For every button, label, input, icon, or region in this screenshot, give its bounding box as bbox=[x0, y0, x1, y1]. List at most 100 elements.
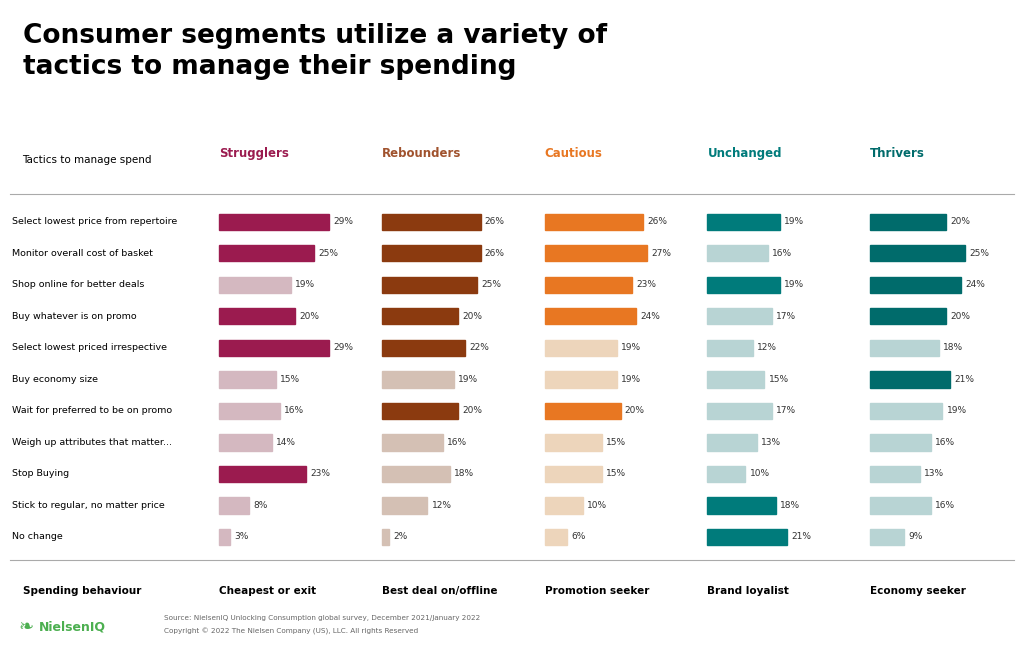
Bar bbox=[708, 214, 779, 230]
Bar bbox=[545, 214, 643, 230]
Text: 26%: 26% bbox=[484, 217, 505, 226]
Text: 15%: 15% bbox=[605, 438, 626, 447]
Text: 10%: 10% bbox=[750, 470, 770, 478]
Bar bbox=[219, 214, 329, 230]
Text: 18%: 18% bbox=[455, 470, 474, 478]
Bar bbox=[382, 245, 480, 262]
Text: Promotion seeker: Promotion seeker bbox=[545, 585, 649, 596]
Bar bbox=[545, 434, 601, 451]
Bar bbox=[382, 497, 427, 513]
Bar bbox=[708, 497, 776, 513]
Text: 19%: 19% bbox=[621, 343, 641, 353]
Bar bbox=[382, 403, 458, 419]
Bar bbox=[382, 466, 451, 482]
Text: 16%: 16% bbox=[446, 438, 467, 447]
Text: 13%: 13% bbox=[924, 470, 944, 478]
Text: 18%: 18% bbox=[943, 343, 963, 353]
Text: 21%: 21% bbox=[954, 375, 974, 384]
Text: 25%: 25% bbox=[318, 249, 338, 258]
Text: 26%: 26% bbox=[484, 249, 505, 258]
Text: Shop online for better deals: Shop online for better deals bbox=[12, 281, 144, 289]
Text: 29%: 29% bbox=[333, 217, 353, 226]
Text: Consumer segments utilize a variety of
tactics to manage their spending: Consumer segments utilize a variety of t… bbox=[23, 23, 606, 80]
Bar bbox=[545, 466, 601, 482]
Bar bbox=[545, 403, 621, 419]
Bar bbox=[219, 277, 291, 293]
Text: No change: No change bbox=[12, 532, 63, 542]
Bar bbox=[382, 528, 389, 545]
Text: 20%: 20% bbox=[462, 312, 482, 321]
Text: Stop Buying: Stop Buying bbox=[12, 470, 70, 478]
Bar bbox=[219, 497, 250, 513]
Text: 19%: 19% bbox=[295, 281, 315, 289]
Text: 15%: 15% bbox=[768, 375, 788, 384]
Text: Wait for preferred to be on promo: Wait for preferred to be on promo bbox=[12, 406, 172, 415]
Bar bbox=[870, 434, 931, 451]
Text: 9%: 9% bbox=[908, 532, 923, 542]
Text: Buy economy size: Buy economy size bbox=[12, 375, 98, 384]
Text: 26%: 26% bbox=[647, 217, 668, 226]
Text: Select lowest price from repertoire: Select lowest price from repertoire bbox=[12, 217, 177, 226]
Text: 16%: 16% bbox=[772, 249, 793, 258]
Text: Brand loyalist: Brand loyalist bbox=[708, 585, 790, 596]
Bar bbox=[708, 434, 757, 451]
Text: Rebounders: Rebounders bbox=[382, 147, 461, 160]
Text: 12%: 12% bbox=[757, 343, 777, 353]
Text: 24%: 24% bbox=[640, 312, 659, 321]
Text: 19%: 19% bbox=[946, 406, 967, 415]
Bar bbox=[545, 308, 636, 324]
Text: NielsenIQ: NielsenIQ bbox=[39, 620, 105, 633]
Bar bbox=[708, 339, 753, 356]
Text: Monitor overall cost of basket: Monitor overall cost of basket bbox=[12, 249, 154, 258]
Text: ❧: ❧ bbox=[18, 617, 34, 636]
Bar bbox=[870, 528, 904, 545]
Bar bbox=[219, 339, 329, 356]
Text: Unchanged: Unchanged bbox=[708, 147, 782, 160]
Bar bbox=[708, 403, 772, 419]
Bar bbox=[545, 339, 616, 356]
Bar bbox=[382, 308, 458, 324]
Text: 25%: 25% bbox=[970, 249, 989, 258]
Bar bbox=[545, 528, 567, 545]
Text: 20%: 20% bbox=[625, 406, 645, 415]
Bar bbox=[382, 339, 465, 356]
Bar bbox=[219, 308, 295, 324]
Text: 16%: 16% bbox=[284, 406, 304, 415]
Text: 23%: 23% bbox=[310, 470, 331, 478]
Bar bbox=[708, 277, 779, 293]
Text: 19%: 19% bbox=[458, 375, 478, 384]
Bar bbox=[708, 245, 768, 262]
Bar bbox=[382, 371, 454, 388]
Text: 21%: 21% bbox=[792, 532, 811, 542]
Bar bbox=[870, 371, 950, 388]
Text: 15%: 15% bbox=[605, 470, 626, 478]
Bar bbox=[219, 434, 272, 451]
Text: 27%: 27% bbox=[651, 249, 672, 258]
Bar bbox=[708, 466, 745, 482]
Text: 20%: 20% bbox=[950, 312, 971, 321]
Bar bbox=[219, 528, 230, 545]
Bar bbox=[545, 277, 632, 293]
Bar bbox=[870, 308, 946, 324]
Text: 25%: 25% bbox=[481, 281, 501, 289]
Bar bbox=[870, 214, 946, 230]
Text: 24%: 24% bbox=[966, 281, 985, 289]
Text: 17%: 17% bbox=[776, 312, 797, 321]
Text: Strugglers: Strugglers bbox=[219, 147, 289, 160]
Bar bbox=[219, 371, 275, 388]
Text: Copyright © 2022 The Nielsen Company (US), LLC. All rights Reserved: Copyright © 2022 The Nielsen Company (US… bbox=[164, 628, 418, 635]
Bar bbox=[870, 497, 931, 513]
Text: Cheapest or exit: Cheapest or exit bbox=[219, 585, 316, 596]
Text: Spending behaviour: Spending behaviour bbox=[23, 585, 141, 596]
Text: 19%: 19% bbox=[783, 281, 804, 289]
Text: Tactics to manage spend: Tactics to manage spend bbox=[23, 156, 152, 165]
Text: 6%: 6% bbox=[571, 532, 586, 542]
Text: Stick to regular, no matter price: Stick to regular, no matter price bbox=[12, 501, 165, 510]
Text: Select lowest priced irrespective: Select lowest priced irrespective bbox=[12, 343, 167, 353]
Text: 22%: 22% bbox=[469, 343, 489, 353]
Bar bbox=[708, 371, 764, 388]
Bar bbox=[219, 245, 314, 262]
Text: 14%: 14% bbox=[276, 438, 296, 447]
Text: 13%: 13% bbox=[761, 438, 781, 447]
Bar bbox=[870, 277, 962, 293]
